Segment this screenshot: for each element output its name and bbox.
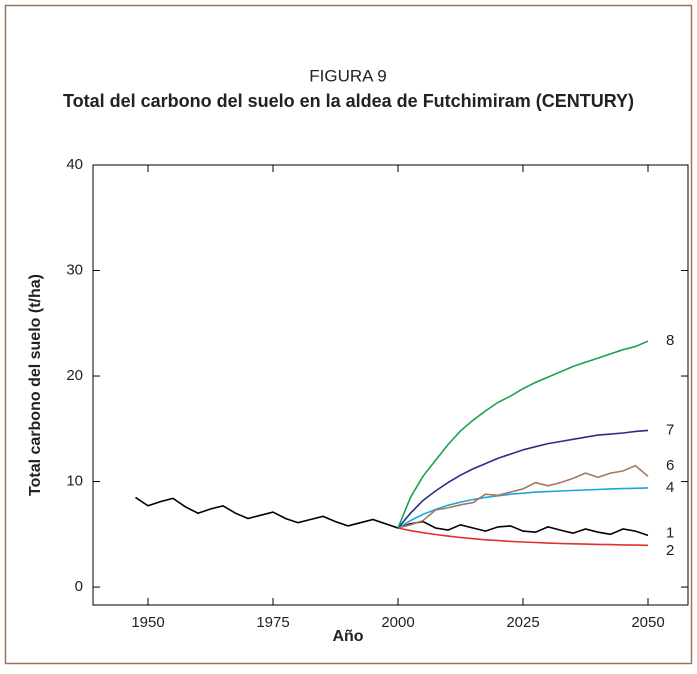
frame xyxy=(4,4,693,665)
x-tick-label: 2050 xyxy=(631,614,664,631)
line-label: 8 xyxy=(666,332,674,349)
y-tick-label: 10 xyxy=(66,473,83,490)
x-axis-label: Año xyxy=(332,628,363,645)
y-tick-label: 20 xyxy=(66,367,83,384)
data-line xyxy=(397,429,649,529)
y-tick-label: 30 xyxy=(66,261,83,278)
line-label: 7 xyxy=(666,421,674,438)
x-tick-label: 1975 xyxy=(256,614,289,631)
line-label: 1 xyxy=(666,524,674,541)
line-label: 2 xyxy=(666,542,674,559)
x-tick-label: 2025 xyxy=(506,614,539,631)
plot-area xyxy=(92,164,689,606)
line-label: 4 xyxy=(666,479,674,496)
data-line xyxy=(397,527,649,547)
x-tick-label: 2000 xyxy=(381,614,414,631)
y-tick-label: 40 xyxy=(66,156,83,173)
line-label: 6 xyxy=(666,457,674,474)
chart-title: FIGURA 9 xyxy=(309,66,386,85)
data-line xyxy=(135,496,649,537)
data-line xyxy=(397,340,649,529)
data-line xyxy=(397,487,649,529)
y-axis-label: Total carbono del suelo (t/ha) xyxy=(27,274,44,496)
chart-subtitle: Total del carbono del suelo en la aldea … xyxy=(62,91,635,111)
subtitle-box: Total del carbono del suelo en la aldea … xyxy=(62,91,635,111)
x-tick-label: 1950 xyxy=(131,614,164,631)
data-line xyxy=(397,464,649,529)
y-tick-label: 0 xyxy=(75,578,83,595)
